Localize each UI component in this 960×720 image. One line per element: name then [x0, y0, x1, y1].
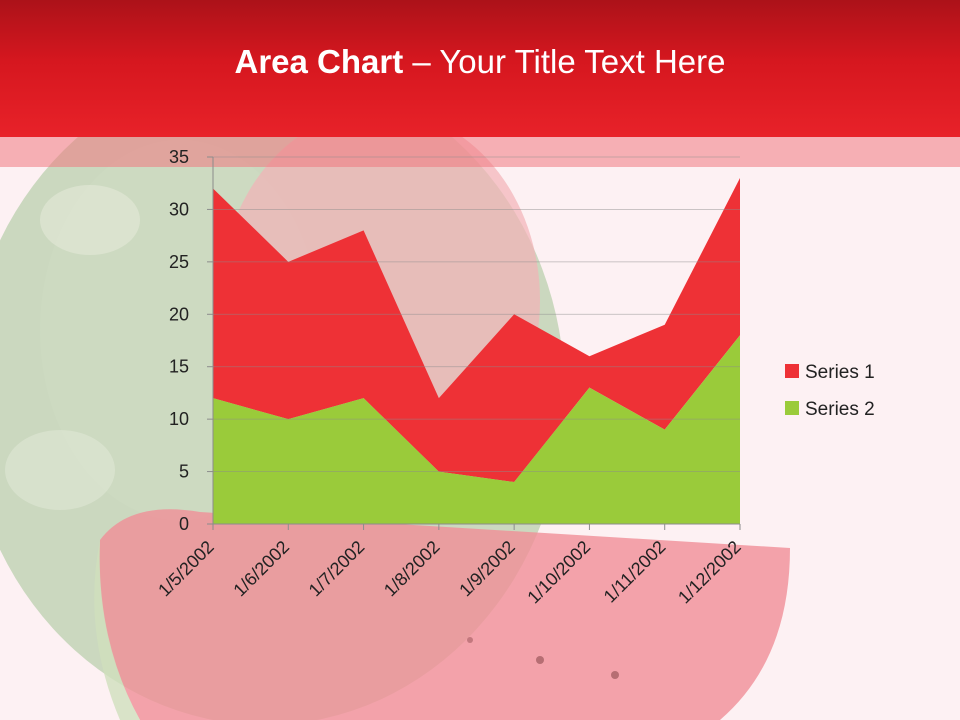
- x-tick-label: 1/9/2002: [455, 537, 519, 601]
- x-tick-label: 1/12/2002: [674, 537, 745, 608]
- slide-title-bold: Area Chart: [234, 43, 404, 80]
- series-areas: [213, 177, 740, 524]
- legend: Series 1 Series 2: [785, 362, 875, 420]
- series-2-area: [213, 335, 740, 524]
- x-tick-label: 1/5/2002: [154, 537, 218, 601]
- y-tick-label: 25: [169, 252, 189, 272]
- title-bar: [0, 0, 960, 137]
- legend-label-series-1: Series 1: [805, 362, 875, 383]
- y-tick-label: 15: [169, 357, 189, 377]
- axes: [207, 156, 741, 530]
- y-tick-label: 5: [179, 462, 189, 482]
- legend-label-series-2: Series 2: [805, 399, 875, 420]
- slide-title-rest: – Your Title Text Here: [403, 43, 726, 80]
- x-tick-label: 1/11/2002: [600, 537, 670, 607]
- x-tick-label: 1/6/2002: [229, 537, 293, 601]
- header-band: [0, 137, 960, 167]
- x-tick-label: 1/10/2002: [523, 537, 594, 608]
- y-tick-label: 35: [169, 147, 189, 167]
- x-tick-label: 1/7/2002: [305, 537, 369, 601]
- y-tick-label: 30: [169, 199, 189, 219]
- legend-swatch-series-2: [785, 401, 799, 415]
- slide-title: Area Chart – Your Title Text Here: [0, 40, 960, 84]
- gridlines: [213, 156, 740, 472]
- series-1-area: [213, 177, 740, 483]
- y-tick-label: 10: [169, 409, 189, 429]
- y-tick-label: 0: [179, 514, 189, 534]
- x-tick-labels: 1/5/2002 1/6/2002 1/7/2002 1/8/2002 1/9/2002…: [154, 537, 745, 608]
- y-tick-label: 20: [169, 304, 189, 324]
- legend-swatch-series-1: [785, 364, 799, 378]
- x-tick-label: 1/8/2002: [380, 537, 444, 601]
- y-tick-labels: 0 5 10 15 20 25 30 35: [169, 147, 189, 534]
